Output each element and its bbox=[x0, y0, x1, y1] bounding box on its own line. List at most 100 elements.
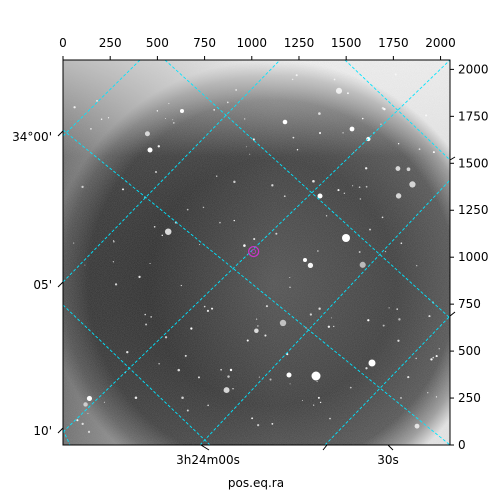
star bbox=[81, 422, 84, 426]
star bbox=[87, 412, 89, 414]
star bbox=[367, 319, 370, 322]
y-tick-label: 1000 bbox=[458, 250, 489, 264]
star bbox=[86, 395, 93, 402]
star bbox=[243, 244, 246, 247]
star bbox=[430, 358, 433, 361]
star bbox=[414, 423, 420, 429]
grid-line bbox=[63, 129, 450, 445]
star bbox=[155, 171, 157, 173]
plot-frame bbox=[62, 59, 451, 446]
star bbox=[359, 261, 366, 268]
star bbox=[318, 112, 321, 115]
star bbox=[114, 283, 118, 286]
star bbox=[138, 275, 141, 279]
dec-tick-label: 10' bbox=[33, 424, 52, 438]
star bbox=[251, 417, 254, 420]
star bbox=[265, 305, 268, 308]
star bbox=[397, 143, 400, 145]
y-tick-label: 250 bbox=[458, 391, 481, 405]
star bbox=[435, 396, 438, 398]
star bbox=[164, 118, 166, 120]
star bbox=[226, 101, 229, 104]
star bbox=[184, 354, 187, 357]
coordinate-grid bbox=[63, 60, 450, 445]
star bbox=[90, 127, 92, 130]
star bbox=[219, 221, 221, 224]
star bbox=[309, 313, 312, 316]
star bbox=[289, 276, 291, 279]
star bbox=[254, 328, 259, 334]
star bbox=[233, 219, 235, 222]
star bbox=[113, 240, 115, 243]
star bbox=[206, 309, 210, 312]
star bbox=[325, 215, 328, 217]
star bbox=[359, 198, 362, 200]
star bbox=[400, 397, 402, 399]
star bbox=[406, 167, 411, 172]
star bbox=[365, 367, 368, 370]
star bbox=[157, 145, 160, 148]
y-axis-ticks: 0 250 500 750 1000 1250 1500 1750 2000 bbox=[450, 62, 489, 452]
star bbox=[233, 180, 236, 184]
star bbox=[87, 430, 91, 433]
grid-line bbox=[63, 60, 281, 283]
dec-tick-label: 05' bbox=[33, 278, 52, 292]
star bbox=[316, 381, 318, 383]
target-marker bbox=[248, 245, 260, 258]
star bbox=[382, 324, 385, 327]
grid-line bbox=[63, 304, 211, 445]
star bbox=[264, 334, 267, 337]
star bbox=[381, 216, 384, 219]
star bbox=[186, 208, 189, 211]
star bbox=[432, 151, 435, 154]
star bbox=[395, 166, 401, 171]
y-tick-label: 0 bbox=[458, 438, 466, 452]
bright-star bbox=[349, 126, 355, 132]
star bbox=[279, 319, 287, 327]
star bbox=[394, 73, 397, 76]
star bbox=[327, 325, 331, 328]
star bbox=[83, 402, 88, 407]
star bbox=[172, 119, 174, 121]
star bbox=[343, 192, 346, 194]
star bbox=[296, 148, 299, 151]
x-tick-label: 0 bbox=[59, 36, 67, 50]
x-tick-label: 250 bbox=[99, 36, 122, 50]
star bbox=[220, 368, 223, 371]
star bbox=[319, 401, 322, 404]
target-marker-inner bbox=[251, 249, 257, 254]
star bbox=[358, 186, 361, 188]
star bbox=[164, 336, 168, 339]
star bbox=[380, 123, 382, 125]
bright-star bbox=[147, 147, 153, 153]
star bbox=[396, 308, 398, 310]
star bbox=[369, 228, 372, 231]
star bbox=[416, 265, 418, 267]
star bbox=[145, 323, 148, 326]
star bbox=[96, 100, 98, 102]
star bbox=[255, 318, 258, 320]
ra-ticks: 3h24m00s 30s bbox=[176, 444, 399, 467]
star bbox=[358, 251, 361, 253]
x-tick-label: 1250 bbox=[284, 36, 315, 50]
star bbox=[245, 146, 247, 148]
x-tick-label: 1000 bbox=[237, 36, 268, 50]
star bbox=[384, 250, 387, 253]
star bbox=[153, 225, 156, 228]
star bbox=[112, 261, 115, 263]
star bbox=[409, 181, 416, 188]
star bbox=[352, 185, 354, 187]
star bbox=[275, 232, 278, 235]
bright-star bbox=[317, 193, 323, 199]
bright-star bbox=[368, 359, 376, 367]
star bbox=[203, 305, 206, 308]
sky-image bbox=[63, 60, 450, 445]
star bbox=[113, 239, 115, 242]
x-tick-label: 1750 bbox=[378, 36, 409, 50]
star bbox=[395, 193, 402, 199]
star bbox=[307, 262, 314, 269]
x-axis-label: pos.eq.ra bbox=[228, 476, 284, 490]
star bbox=[227, 375, 230, 378]
star bbox=[186, 409, 189, 412]
x-tick-label: 500 bbox=[146, 36, 169, 50]
